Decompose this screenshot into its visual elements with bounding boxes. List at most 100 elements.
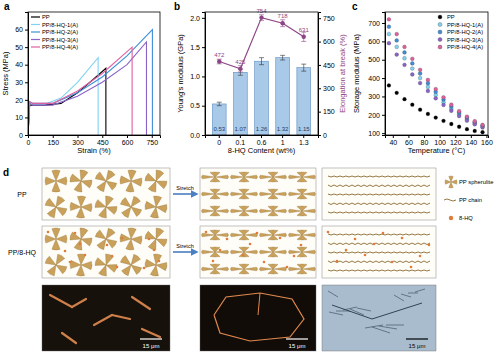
point	[457, 114, 461, 118]
spherulite	[259, 264, 286, 274]
spherulite-sector	[128, 254, 141, 268]
y-axis: 0.00.51.01.52.0	[190, 13, 205, 139]
spherulite-sector	[288, 233, 302, 237]
point	[387, 84, 391, 88]
spherulite-sector	[210, 269, 220, 274]
point	[442, 103, 446, 107]
tick-label: 1.3	[299, 139, 309, 146]
spherulite-sector	[80, 235, 93, 246]
spherulite-sector	[69, 232, 82, 243]
spherulite-sector	[239, 235, 249, 240]
spherulite-sector	[76, 265, 85, 276]
tick-mark	[382, 41, 385, 42]
spherulite-sector	[268, 194, 278, 199]
spherulite-sector	[445, 180, 451, 184]
data-labels: 0.531.071.261.321.15472425754718631	[213, 8, 310, 132]
spherulite	[201, 230, 228, 240]
additive-dot	[410, 266, 413, 269]
legend-symbol	[31, 31, 40, 32]
spherulite-sector	[297, 211, 307, 216]
point	[410, 73, 414, 77]
legend: PPPP/8-HQ-1(A)PP/8-HQ-2(A)PP/8-HQ-3(A)PP…	[438, 14, 483, 50]
tick: 300	[318, 85, 335, 92]
spherulite	[67, 167, 94, 194]
tick-mark	[382, 96, 385, 97]
spherulite	[201, 172, 228, 182]
boundary-line	[332, 303, 422, 319]
tick-label: 20	[15, 97, 23, 104]
additive-dot	[116, 266, 119, 269]
spherulite-sector	[201, 209, 215, 213]
tick: 600	[368, 38, 385, 45]
additive-dot	[345, 249, 348, 252]
additive-dot	[148, 238, 151, 241]
data-label: 631	[299, 27, 310, 33]
spherulite-sector	[144, 259, 156, 269]
spherulite	[259, 189, 286, 199]
tick-mark	[486, 135, 487, 138]
tick-mark	[202, 47, 205, 48]
x-axis-title: Strain (%)	[77, 146, 111, 155]
spherulite-sector	[155, 261, 167, 271]
tick: 150	[318, 108, 335, 115]
legend-symbol	[31, 39, 40, 40]
data-label: 1.26	[256, 126, 268, 132]
spherulite-sector	[288, 175, 302, 179]
spherulite-sector	[273, 250, 287, 254]
spherulite-sector	[210, 172, 220, 177]
tick-label: 0	[27, 139, 31, 146]
legend-label: PP/8-HQ-2(A)	[42, 29, 78, 35]
additive-dot	[327, 231, 330, 234]
point	[449, 103, 453, 107]
bar	[276, 58, 290, 135]
tick: 400	[368, 75, 385, 82]
tick-label: 1.5	[190, 44, 200, 51]
spherulite	[288, 264, 315, 274]
tick-label: 150	[47, 139, 59, 146]
lamella-line	[365, 325, 383, 328]
tick-mark	[127, 135, 128, 138]
key-label: PP chain	[459, 197, 482, 203]
tick-label: 0.0	[190, 132, 200, 139]
additive-dot	[153, 249, 156, 252]
spherulite-sector	[302, 175, 316, 179]
spherulite-sector	[239, 264, 249, 269]
axis-line	[319, 13, 322, 136]
spherulite-sector	[56, 177, 67, 185]
point	[259, 15, 263, 19]
tick: 150	[47, 135, 59, 146]
point	[457, 109, 461, 113]
bar	[212, 104, 226, 135]
spherulite-sector	[210, 264, 220, 269]
legend-symbol	[438, 45, 442, 49]
point	[418, 68, 422, 72]
axis-line	[382, 13, 386, 136]
spherulite	[92, 193, 120, 221]
spherulite-sector	[210, 206, 220, 211]
tick-mark	[318, 18, 321, 19]
tick-label: 10	[15, 114, 23, 121]
tick: 0.0	[190, 132, 205, 139]
additive-dot	[69, 261, 72, 264]
spherulite-sector	[210, 177, 220, 182]
legend-symbol	[31, 46, 40, 47]
spherulite-sector	[239, 252, 249, 257]
panel-b: 0.531.071.261.321.1547242575471863100.10…	[174, 1, 347, 155]
scale-bar	[286, 338, 308, 339]
spherulite-sector	[297, 177, 307, 182]
additive-dot	[111, 255, 114, 258]
spherulite-sector	[268, 189, 278, 194]
point	[280, 21, 284, 25]
spherulite-sector	[273, 175, 287, 179]
spherulite-sector	[215, 233, 229, 237]
x-axis-title: 8-HQ Content (wt%)	[228, 146, 296, 155]
spherulite-sector	[201, 250, 215, 254]
figure: 01503004506007500102030405060aStrain (%)…	[0, 0, 500, 355]
spherulite-sector	[45, 177, 56, 185]
spherulite-sector	[201, 267, 215, 271]
lamella-line	[379, 326, 397, 329]
legend-label: PP/8-HQ-4(A)	[447, 44, 483, 50]
spherulite	[91, 224, 122, 255]
schematic-box	[42, 168, 170, 220]
additive-dot	[279, 237, 282, 240]
